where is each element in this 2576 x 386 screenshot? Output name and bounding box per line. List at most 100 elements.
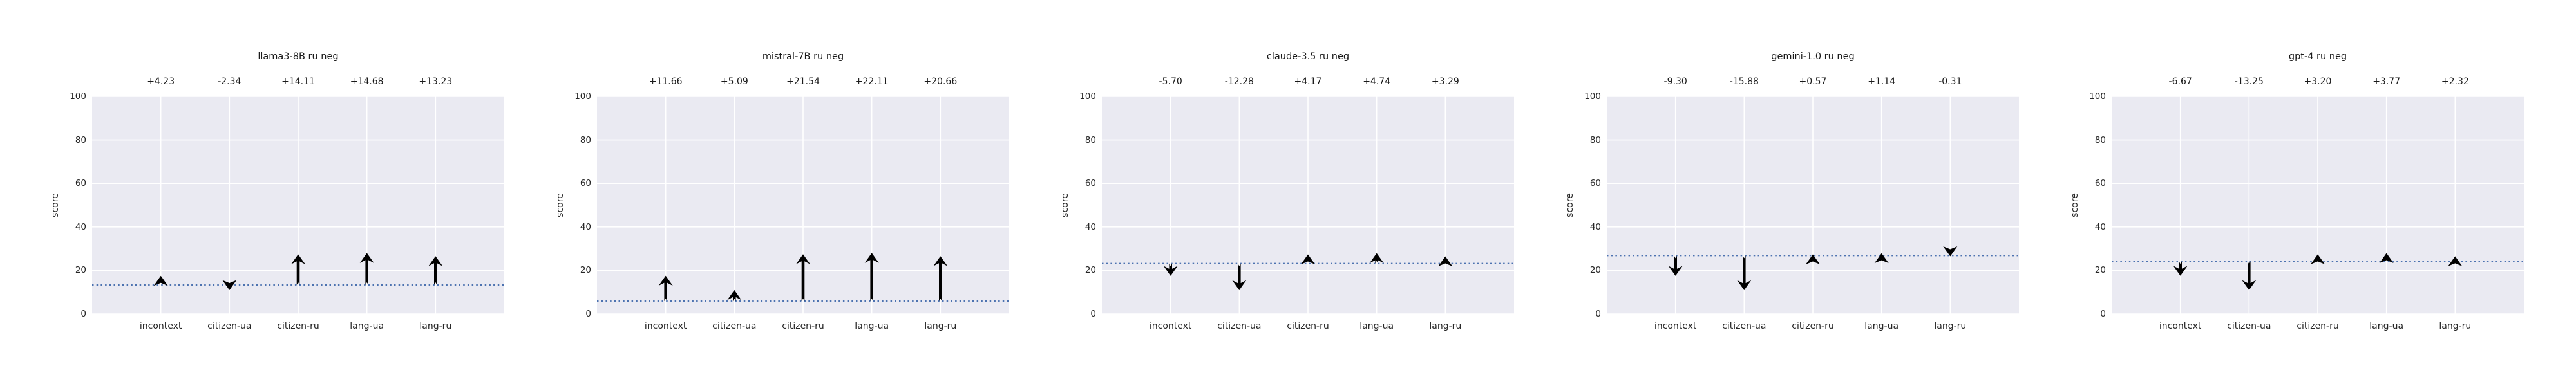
delta-annotation: +22.11 bbox=[855, 77, 889, 87]
y-axis-label: score bbox=[555, 193, 565, 217]
x-tick-label: citizen-ru bbox=[1792, 321, 1834, 331]
up-arrow-lang-ua bbox=[2379, 253, 2394, 263]
up-arrow-lang-ru bbox=[428, 256, 443, 285]
y-tick-label: 0 bbox=[2100, 309, 2106, 319]
y-tick-label: 0 bbox=[585, 309, 591, 319]
y-tick-label: 80 bbox=[75, 134, 86, 145]
delta-annotation: -15.88 bbox=[1729, 77, 1759, 87]
down-arrow-citizen-ua bbox=[1737, 255, 1752, 291]
up-arrow-citizen-ru bbox=[1806, 254, 1820, 264]
x-tick-label: incontext bbox=[1654, 321, 1697, 331]
down-arrow-incontext bbox=[2173, 261, 2188, 276]
delta-annotation: +13.23 bbox=[419, 77, 453, 87]
y-tick-label: 20 bbox=[2094, 265, 2106, 276]
delta-annotation: -0.31 bbox=[1938, 77, 1962, 87]
y-tick-label: 40 bbox=[75, 221, 86, 232]
y-tick-label: 0 bbox=[80, 309, 86, 319]
subplot-gpt-4-ru-neg: gpt-4 ru neg -6.67 -13.25 +3.20 +3.77 +2.32 0 2… bbox=[2020, 0, 2524, 386]
up-arrow-lang-ua bbox=[864, 253, 879, 302]
delta-annotation: +14.68 bbox=[350, 77, 384, 87]
delta-annotation: +21.54 bbox=[786, 77, 820, 87]
x-tick-label: citizen-ua bbox=[1217, 321, 1262, 331]
up-arrow-citizen-ru bbox=[796, 254, 810, 302]
up-arrow-citizen-ru bbox=[1301, 254, 1315, 264]
x-tick-label: lang-ua bbox=[855, 321, 889, 331]
x-tick-label: incontext bbox=[644, 321, 687, 331]
delta-annotation: -13.25 bbox=[2234, 77, 2264, 87]
x-tick-label: incontext bbox=[139, 321, 182, 331]
down-arrow-incontext bbox=[1668, 255, 1683, 276]
subplot-mistral-7b-ru-neg: mistral-7B ru neg +11.66 +5.09 +21.54 +22.11… bbox=[505, 0, 1010, 386]
up-arrow-citizen-ru bbox=[2311, 254, 2325, 264]
delta-annotation: -5.70 bbox=[1159, 77, 1182, 87]
y-tick-label: 80 bbox=[580, 134, 591, 145]
y-tick-label: 40 bbox=[580, 221, 591, 232]
delta-annotation: +4.74 bbox=[1363, 77, 1391, 87]
y-axis-label: score bbox=[2070, 193, 2080, 217]
delta-annotation: +5.09 bbox=[720, 77, 748, 87]
y-tick-label: 100 bbox=[1584, 91, 1601, 102]
plot-canvas bbox=[1607, 96, 2019, 315]
x-tick-label: lang-ru bbox=[2439, 321, 2472, 331]
y-tick-label: 0 bbox=[1090, 309, 1096, 319]
x-tick-label: citizen-ua bbox=[712, 321, 757, 331]
chart-title: mistral-7B ru neg bbox=[762, 51, 844, 62]
x-tick-label: citizen-ua bbox=[2227, 321, 2271, 331]
down-arrow-citizen-ua bbox=[2242, 261, 2257, 290]
subplot-llama3-8b-ru-neg: llama3-8B ru neg +4.23 -2.34 +14.11 +14.68 +1… bbox=[0, 0, 505, 386]
delta-annotation: -6.67 bbox=[2168, 77, 2192, 87]
delta-annotation: +11.66 bbox=[649, 77, 683, 87]
delta-annotation: -2.34 bbox=[218, 77, 242, 87]
y-tick-label: 20 bbox=[1084, 265, 1096, 276]
up-arrow-lang-ua bbox=[359, 253, 374, 285]
plot-canvas bbox=[597, 96, 1009, 315]
y-tick-label: 20 bbox=[1589, 265, 1601, 276]
x-tick-label: lang-ua bbox=[1864, 321, 1899, 331]
chart-title: gemini-1.0 ru neg bbox=[1771, 51, 1855, 62]
x-tick-label: citizen-ua bbox=[1722, 321, 1766, 331]
y-tick-label: 100 bbox=[574, 91, 591, 102]
delta-annotation: +3.20 bbox=[2304, 77, 2332, 87]
x-tick-label: lang-ua bbox=[350, 321, 384, 331]
y-tick-label: 60 bbox=[1589, 178, 1601, 189]
y-tick-label: 60 bbox=[75, 178, 86, 189]
x-tick-label: incontext bbox=[2159, 321, 2202, 331]
y-axis-label: score bbox=[1565, 193, 1575, 217]
plot-area bbox=[597, 96, 1009, 315]
down-arrow-lang-ru bbox=[1943, 246, 1958, 257]
y-tick-label: 100 bbox=[70, 91, 86, 102]
y-tick-label: 40 bbox=[2094, 221, 2106, 232]
y-tick-label: 20 bbox=[580, 265, 591, 276]
down-arrow-citizen-ua bbox=[1232, 263, 1247, 291]
down-arrow-citizen-ua bbox=[222, 280, 237, 290]
y-tick-label: 100 bbox=[2089, 91, 2106, 102]
down-arrow-incontext bbox=[1163, 263, 1178, 276]
x-tick-label: lang-ru bbox=[924, 321, 957, 331]
plot-canvas bbox=[1102, 96, 1514, 315]
up-arrow-lang-ru bbox=[2448, 256, 2463, 266]
x-tick-label: lang-ru bbox=[1429, 321, 1462, 331]
x-tick-label: lang-ua bbox=[1359, 321, 1394, 331]
x-tick-label: lang-ru bbox=[419, 321, 452, 331]
y-tick-label: 60 bbox=[2094, 178, 2106, 189]
up-arrow-incontext bbox=[153, 275, 168, 286]
up-arrow-lang-ru bbox=[933, 256, 948, 302]
x-tick-label: lang-ru bbox=[1934, 321, 1967, 331]
up-arrow-lang-ua bbox=[1369, 253, 1384, 264]
up-arrow-citizen-ua bbox=[727, 290, 742, 302]
y-tick-label: 80 bbox=[1084, 134, 1096, 145]
y-tick-label: 0 bbox=[1595, 309, 1601, 319]
y-tick-label: 60 bbox=[580, 178, 591, 189]
plot-area bbox=[1102, 96, 1514, 315]
y-tick-label: 100 bbox=[1079, 91, 1096, 102]
plot-canvas bbox=[92, 96, 504, 315]
delta-annotation: +2.32 bbox=[2441, 77, 2469, 87]
y-tick-label: 40 bbox=[1084, 221, 1096, 232]
plot-area bbox=[2112, 96, 2524, 315]
delta-annotation: +4.23 bbox=[147, 77, 175, 87]
up-arrow-citizen-ru bbox=[291, 254, 305, 285]
x-tick-label: citizen-ru bbox=[2297, 321, 2339, 331]
delta-annotation: +1.14 bbox=[1868, 77, 1896, 87]
x-tick-label: citizen-ru bbox=[1287, 321, 1329, 331]
